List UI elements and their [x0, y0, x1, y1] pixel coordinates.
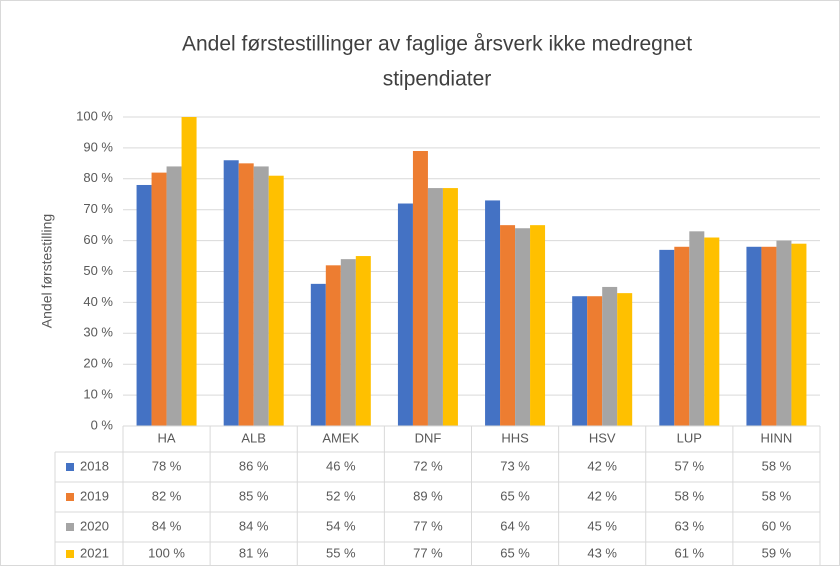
table-value: 84 % — [239, 518, 269, 533]
table-value: 59 % — [762, 545, 792, 560]
table-value: 57 % — [674, 458, 704, 473]
bar — [689, 231, 705, 426]
table-value: 52 % — [326, 488, 356, 503]
table-value: 73 % — [500, 458, 530, 473]
legend-swatch — [66, 523, 74, 531]
bar — [485, 200, 501, 426]
bar — [325, 265, 341, 426]
table-value: 61 % — [674, 545, 704, 560]
y-tick-label: 60 % — [83, 232, 113, 247]
table-value: 77 % — [413, 518, 443, 533]
table-value: 100 % — [148, 545, 185, 560]
bar — [587, 296, 603, 426]
table-value: 78 % — [152, 458, 182, 473]
table-value: 55 % — [326, 545, 356, 560]
table-value: 81 % — [239, 545, 269, 560]
chart-title: stipendiater — [383, 68, 492, 91]
bar — [181, 117, 197, 426]
table-value: 72 % — [413, 458, 443, 473]
chart-title: Andel førstestillinger av faglige årsver… — [182, 33, 692, 56]
y-tick-label: 70 % — [83, 201, 113, 216]
table-value: 64 % — [500, 518, 530, 533]
table-value: 86 % — [239, 458, 269, 473]
legend-swatch — [66, 493, 74, 501]
bar — [340, 259, 356, 426]
table-value: 85 % — [239, 488, 269, 503]
legend-label: 2018 — [80, 458, 109, 473]
table-value: 42 % — [587, 458, 617, 473]
y-tick-label: 0 % — [91, 417, 114, 432]
table-value: 65 % — [500, 545, 530, 560]
table-value: 58 % — [674, 488, 704, 503]
bar — [674, 246, 690, 426]
bar — [704, 237, 720, 426]
bar — [253, 166, 269, 426]
x-tick-label: HSV — [589, 430, 616, 445]
legend-label: 2021 — [80, 545, 109, 560]
bar — [530, 225, 546, 426]
bar — [223, 160, 239, 426]
bar — [572, 296, 588, 426]
bar — [136, 184, 152, 426]
table-value: 58 % — [762, 488, 792, 503]
table-value: 45 % — [587, 518, 617, 533]
table-value: 54 % — [326, 518, 356, 533]
bar — [412, 150, 428, 427]
table-value: 65 % — [500, 488, 530, 503]
x-tick-label: LUP — [677, 430, 702, 445]
x-tick-label: DNF — [415, 430, 442, 445]
table-value: 58 % — [762, 458, 792, 473]
bar — [442, 188, 458, 426]
table-value: 63 % — [674, 518, 704, 533]
bar — [617, 293, 633, 426]
bar — [268, 175, 284, 426]
x-tick-label: HINN — [761, 430, 793, 445]
y-tick-label: 50 % — [83, 263, 113, 278]
table-value: 42 % — [587, 488, 617, 503]
bar — [397, 203, 413, 426]
bar — [746, 246, 762, 426]
table-value: 77 % — [413, 545, 443, 560]
legend-swatch — [66, 463, 74, 471]
table-value: 82 % — [152, 488, 182, 503]
bar — [761, 246, 777, 426]
bar — [500, 225, 516, 426]
y-tick-label: 90 % — [83, 139, 113, 154]
bar — [238, 163, 254, 426]
y-tick-label: 30 % — [83, 325, 113, 340]
x-tick-label: HHS — [501, 430, 529, 445]
bar — [776, 240, 792, 426]
bar — [602, 286, 618, 426]
bar — [151, 172, 167, 426]
bar — [166, 166, 182, 426]
bar — [515, 228, 531, 426]
table-value: 60 % — [762, 518, 792, 533]
y-tick-label: 10 % — [83, 387, 113, 402]
y-tick-label: 100 % — [76, 108, 113, 123]
legend-label: 2019 — [80, 488, 109, 503]
bar — [659, 249, 675, 426]
x-tick-label: ALB — [241, 430, 266, 445]
y-tick-label: 20 % — [83, 356, 113, 371]
bar — [355, 256, 371, 426]
bar — [791, 243, 807, 426]
table-value: 46 % — [326, 458, 356, 473]
table-value: 43 % — [587, 545, 617, 560]
x-tick-label: AMEK — [322, 430, 359, 445]
y-tick-label: 80 % — [83, 170, 113, 185]
legend-swatch — [66, 550, 74, 558]
bar — [427, 188, 443, 426]
y-tick-label: 40 % — [83, 294, 113, 309]
legend-label: 2020 — [80, 518, 109, 533]
y-axis-label: Andel førstestilling — [39, 214, 55, 328]
table-value: 89 % — [413, 488, 443, 503]
x-tick-label: HA — [158, 430, 176, 445]
table-value: 84 % — [152, 518, 182, 533]
bar — [310, 283, 326, 426]
